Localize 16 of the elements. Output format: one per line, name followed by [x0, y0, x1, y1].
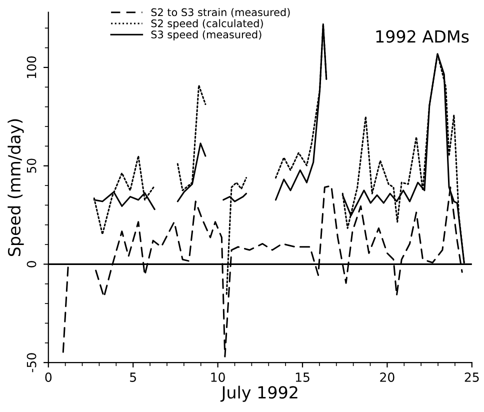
y-axis-title: Speed (mm/day) [8, 119, 24, 256]
y-tick-label: 100 [26, 56, 36, 78]
annotation: 1992 ADMs [376, 30, 469, 43]
legend-label: S2 speed (calculated) [151, 19, 263, 30]
y-tick-label: 50 [26, 158, 36, 173]
x-tick-label: 10 [211, 372, 225, 382]
x-tick-label: 20 [380, 372, 394, 382]
x-tick-label: 0 [45, 372, 52, 382]
x-tick-label: 5 [130, 372, 136, 382]
x-tick-label: 15 [296, 372, 310, 382]
legend-label: S2 to S3 strain (measured) [151, 8, 290, 18]
x-tick-label: 25 [464, 372, 479, 382]
legend-label: S3 speed (measured) [151, 30, 262, 40]
y-tick-label: 0 [26, 261, 36, 268]
y-tick-label: -50 [26, 353, 36, 372]
x-axis-title: July 1992 [220, 386, 298, 402]
